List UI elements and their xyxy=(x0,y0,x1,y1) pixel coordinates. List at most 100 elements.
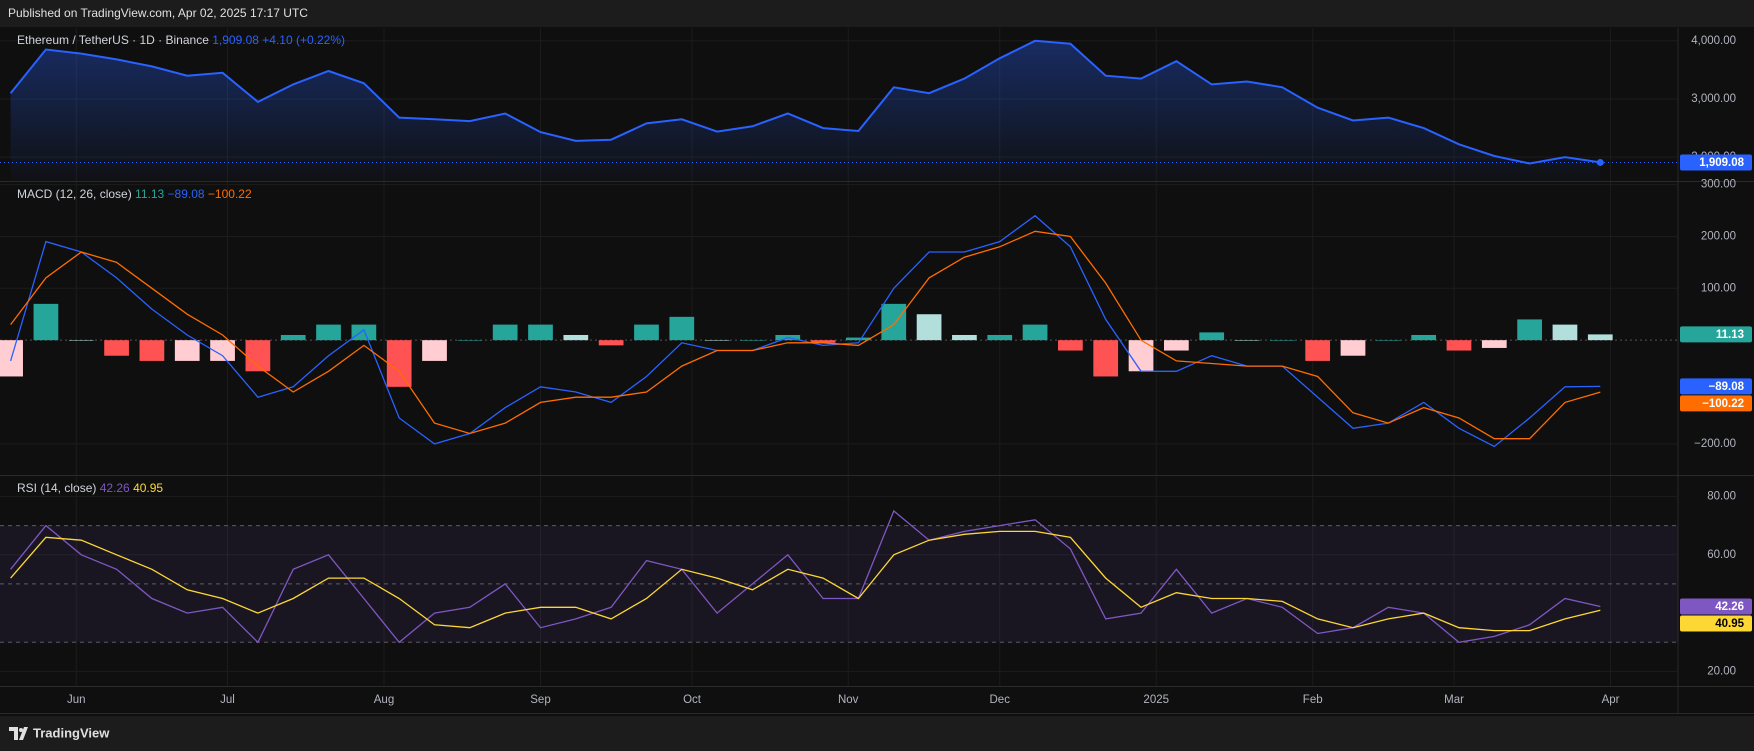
histogram-bar xyxy=(952,334,977,341)
published-note: Published on TradingView.com, Apr 02, 20… xyxy=(8,6,308,20)
pane-title: RSI (14, close) xyxy=(17,481,96,495)
histogram-bar xyxy=(104,340,129,356)
y-tick-label: 3,000.00 xyxy=(1691,93,1736,105)
x-tick-label: Oct xyxy=(683,694,702,706)
histogram-bar xyxy=(1093,340,1119,377)
logo-dot xyxy=(19,728,23,732)
x-tick-label: Nov xyxy=(838,694,859,706)
histogram-bar xyxy=(810,340,836,343)
indicator-line xyxy=(9,214,1601,448)
legend-value: −89.08 xyxy=(168,187,205,201)
histogram-bar xyxy=(1340,340,1366,356)
histogram-bar xyxy=(1587,334,1613,341)
last-price-dot xyxy=(1596,158,1604,166)
x-tick-label: Jul xyxy=(220,694,235,706)
brand-logo xyxy=(9,727,28,740)
pane-legend: MACD (12, 26, close) 11.13 −89.08 −100.2… xyxy=(17,187,252,201)
footer-bar xyxy=(0,716,1754,751)
x-tick-label: 2025 xyxy=(1143,694,1169,706)
histogram-bar xyxy=(174,340,200,361)
header-bar xyxy=(0,0,1754,27)
histogram-bar xyxy=(1058,340,1083,351)
value-tag xyxy=(1680,378,1752,395)
value-tag xyxy=(1680,395,1752,412)
x-tick-label: Aug xyxy=(374,694,394,706)
histogram-bar xyxy=(1517,319,1542,341)
area-fill xyxy=(10,40,1601,181)
x-tick-label: Mar xyxy=(1444,694,1464,706)
histogram-bar xyxy=(916,314,942,341)
legend-value: 11.13 xyxy=(135,187,164,201)
histogram-bar xyxy=(704,340,730,341)
histogram-bar xyxy=(1234,340,1260,341)
value-tag-label: 1,909.08 xyxy=(1699,157,1744,169)
brand-name[interactable]: TradingView xyxy=(33,725,110,740)
pane-legend: Ethereum / TetherUS · 1D · Binance 1,909… xyxy=(17,33,345,47)
legend-value: −100.22 xyxy=(208,187,252,201)
histogram-bar xyxy=(386,340,412,387)
legend-value: 40.95 xyxy=(133,481,163,495)
value-tag xyxy=(1680,598,1752,615)
plot-area xyxy=(0,28,1678,686)
pane-title: Ethereum / TetherUS · 1D · Binance xyxy=(17,33,209,47)
histogram-bar xyxy=(634,324,659,341)
rsi-band xyxy=(0,525,1678,643)
histogram-bar xyxy=(987,334,1013,341)
indicator-line xyxy=(10,230,1601,440)
histogram-bar xyxy=(669,316,695,341)
histogram-bar xyxy=(1446,340,1472,351)
x-tick-label: Dec xyxy=(990,694,1011,706)
histogram-bar xyxy=(280,334,306,341)
value-tag-label: −89.08 xyxy=(1709,381,1745,393)
histogram-bar xyxy=(1481,340,1507,348)
histogram-bar xyxy=(846,337,871,341)
pane-legend: RSI (14, close) 42.26 40.95 xyxy=(17,481,163,495)
histogram-bar xyxy=(1552,324,1578,341)
x-tick-label: Feb xyxy=(1303,694,1323,706)
histogram-bar xyxy=(351,324,377,341)
histogram-bar xyxy=(1269,340,1295,341)
legend-value: 42.26 xyxy=(100,481,130,495)
y-tick-label: 100.00 xyxy=(1701,282,1736,294)
pane-title: MACD (12, 26, close) xyxy=(17,187,132,201)
histogram-bar xyxy=(881,303,907,341)
price-line xyxy=(9,39,1601,165)
histogram-bar xyxy=(563,334,589,341)
histogram-bar xyxy=(528,324,553,341)
value-tag-label: 42.26 xyxy=(1715,601,1744,613)
histogram-bar xyxy=(1022,324,1048,341)
x-tick-label: Jun xyxy=(67,694,86,706)
x-tick-label: Apr xyxy=(1602,694,1620,706)
y-tick-label: 60.00 xyxy=(1707,549,1736,561)
value-tag-label: 11.13 xyxy=(1716,329,1744,341)
histogram-bar xyxy=(1199,332,1225,341)
y-tick-label: 200.00 xyxy=(1701,230,1736,242)
histogram-bar xyxy=(210,340,235,361)
histogram-bar xyxy=(422,340,447,361)
histogram-bar xyxy=(598,340,624,346)
histogram-bar xyxy=(139,340,165,361)
histogram-bar xyxy=(457,340,483,341)
value-tag xyxy=(1680,326,1752,343)
histogram-bar xyxy=(1164,340,1189,351)
histogram-bar xyxy=(1375,340,1401,341)
y-tick-label: −200.00 xyxy=(1694,438,1736,450)
y-tick-label: 20.00 xyxy=(1707,665,1736,677)
histogram-bar xyxy=(740,340,765,341)
histogram-bar xyxy=(1305,340,1331,361)
histogram-bar xyxy=(68,340,94,341)
value-tag-label: −100.22 xyxy=(1702,398,1744,410)
legend-value: 1,909.08 xyxy=(212,33,259,47)
value-tag xyxy=(1680,615,1752,632)
value-tag xyxy=(1680,154,1752,171)
histogram-bar xyxy=(492,324,518,341)
logo-shape xyxy=(9,727,28,740)
y-tick-label: 4,000.00 xyxy=(1691,35,1736,47)
histogram-bar xyxy=(316,324,341,341)
histogram-bar xyxy=(33,303,59,341)
histogram-bar xyxy=(1411,334,1437,341)
x-tick-label: Sep xyxy=(530,694,550,706)
change-label: +4.10 (+0.22%) xyxy=(262,33,345,47)
